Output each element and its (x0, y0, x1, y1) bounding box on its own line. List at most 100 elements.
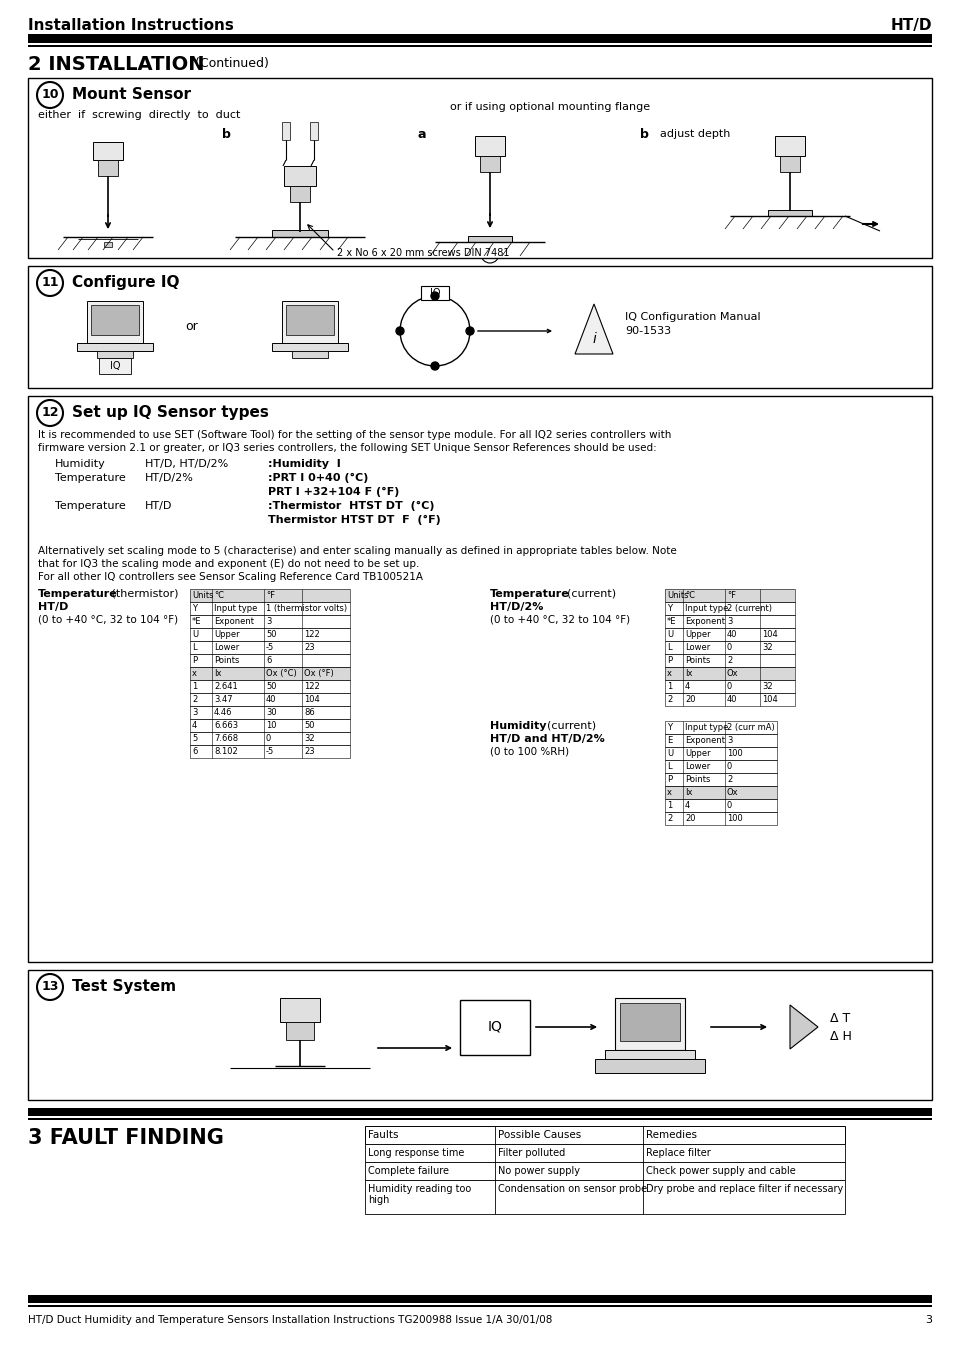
Bar (104, 242, 112, 247)
Text: IQ: IQ (110, 360, 120, 371)
Text: Temperature: Temperature (38, 589, 117, 599)
Text: x: x (666, 788, 671, 796)
Bar (28, 1295, 931, 1303)
Text: HT/D, HT/D/2%: HT/D, HT/D/2% (145, 459, 228, 468)
Text: Δ T: Δ T (829, 1012, 849, 1025)
Text: Temperature: Temperature (55, 501, 126, 512)
Bar (77, 343, 152, 351)
Bar (92, 142, 123, 161)
Text: 40: 40 (266, 695, 276, 703)
Polygon shape (575, 304, 613, 354)
Circle shape (431, 362, 438, 370)
Text: 32: 32 (304, 734, 314, 743)
Bar (190, 602, 350, 616)
Bar (28, 971, 931, 1100)
Bar (595, 1058, 704, 1073)
Text: Temperature: Temperature (490, 589, 569, 599)
Circle shape (465, 327, 474, 335)
Text: 32: 32 (761, 682, 772, 691)
Text: Humidity reading too: Humidity reading too (368, 1184, 471, 1193)
Text: IQ: IQ (487, 1021, 502, 1034)
Text: Set up IQ Sensor types: Set up IQ Sensor types (71, 405, 269, 420)
Text: (current): (current) (539, 721, 596, 730)
Text: firmware version 2.1 or greater, or IQ3 series controllers, the following SET Un: firmware version 2.1 or greater, or IQ3 … (38, 443, 656, 454)
Bar (190, 693, 350, 706)
Text: 12: 12 (41, 406, 59, 420)
Bar (28, 1305, 931, 1307)
Text: Upper: Upper (684, 630, 710, 639)
Text: (0 to +40 °C, 32 to 104 °F): (0 to +40 °C, 32 to 104 °F) (490, 616, 630, 625)
Text: Δ H: Δ H (829, 1030, 851, 1044)
Bar (664, 667, 794, 680)
Bar (28, 78, 931, 258)
Text: °C: °C (684, 591, 695, 599)
Text: Ox: Ox (726, 670, 738, 678)
Text: Exponent: Exponent (213, 617, 253, 626)
Bar (28, 34, 931, 43)
Text: 5: 5 (192, 734, 197, 743)
Text: 4: 4 (192, 721, 197, 730)
Bar (190, 745, 350, 757)
Text: Ox (°F): Ox (°F) (304, 670, 334, 678)
Bar (190, 706, 350, 720)
Text: Ox (°C): Ox (°C) (266, 670, 296, 678)
Text: 104: 104 (761, 695, 777, 703)
Bar (190, 589, 350, 602)
Bar (664, 628, 794, 641)
Text: Exponent: Exponent (684, 736, 724, 745)
Text: Ix: Ix (213, 670, 221, 678)
Text: *E: *E (666, 617, 676, 626)
Text: 6.663: 6.663 (213, 721, 238, 730)
Text: 100: 100 (726, 749, 742, 757)
Text: 2 (curr mA): 2 (curr mA) (726, 724, 774, 732)
Bar (310, 122, 317, 140)
Text: :Thermistor  HTST DT  (°C): :Thermistor HTST DT (°C) (268, 501, 434, 512)
Bar (190, 589, 350, 602)
Text: Alternatively set scaling mode to 5 (characterise) and enter scaling manually as: Alternatively set scaling mode to 5 (cha… (38, 545, 676, 556)
Text: 50: 50 (266, 682, 276, 691)
Text: Upper: Upper (213, 630, 239, 639)
Text: (0 to 100 %RH): (0 to 100 %RH) (490, 747, 569, 757)
Text: 1: 1 (666, 682, 672, 691)
Text: 3: 3 (726, 736, 732, 745)
Text: °F: °F (726, 591, 735, 599)
Text: Units: Units (192, 591, 213, 599)
Bar (91, 305, 139, 335)
Text: that for IQ3 the scaling mode and exponent (E) do not need to be set up.: that for IQ3 the scaling mode and expone… (38, 559, 419, 568)
Text: -5: -5 (266, 643, 274, 652)
Bar (190, 667, 350, 680)
Text: HT/D: HT/D (889, 18, 931, 32)
Text: 4.46: 4.46 (213, 707, 233, 717)
Text: i: i (592, 332, 596, 346)
Bar (282, 122, 290, 140)
Text: Configure IQ: Configure IQ (71, 275, 179, 290)
Text: 2.641: 2.641 (213, 682, 237, 691)
Bar (664, 747, 776, 760)
Text: (current): (current) (559, 589, 616, 599)
Text: 3: 3 (726, 617, 732, 626)
Text: Units: Units (666, 591, 688, 599)
Text: or if using optional mounting flange: or if using optional mounting flange (450, 103, 649, 112)
Text: Ix: Ix (684, 670, 692, 678)
Text: Faults: Faults (368, 1130, 398, 1139)
Text: 100: 100 (726, 814, 742, 824)
Bar (475, 136, 504, 157)
Text: 2 x No 6 x 20 mm screws DIN 7481: 2 x No 6 x 20 mm screws DIN 7481 (336, 248, 509, 258)
Text: 2 (current): 2 (current) (726, 603, 771, 613)
Bar (774, 136, 804, 157)
Text: 7.668: 7.668 (213, 734, 238, 743)
Bar (664, 589, 794, 602)
Text: Lower: Lower (684, 643, 709, 652)
Bar (664, 589, 794, 602)
Bar (604, 1050, 695, 1058)
Bar (664, 786, 776, 799)
Text: Points: Points (684, 775, 710, 784)
Text: Long response time: Long response time (368, 1148, 464, 1158)
Text: Condensation on sensor probe: Condensation on sensor probe (497, 1184, 646, 1193)
Text: L: L (666, 643, 671, 652)
Bar (664, 760, 776, 774)
Text: 3: 3 (924, 1315, 931, 1324)
Bar (459, 1000, 530, 1054)
Text: °F: °F (266, 591, 274, 599)
Text: Thermistor HTST DT  F  (°F): Thermistor HTST DT F (°F) (268, 514, 440, 525)
